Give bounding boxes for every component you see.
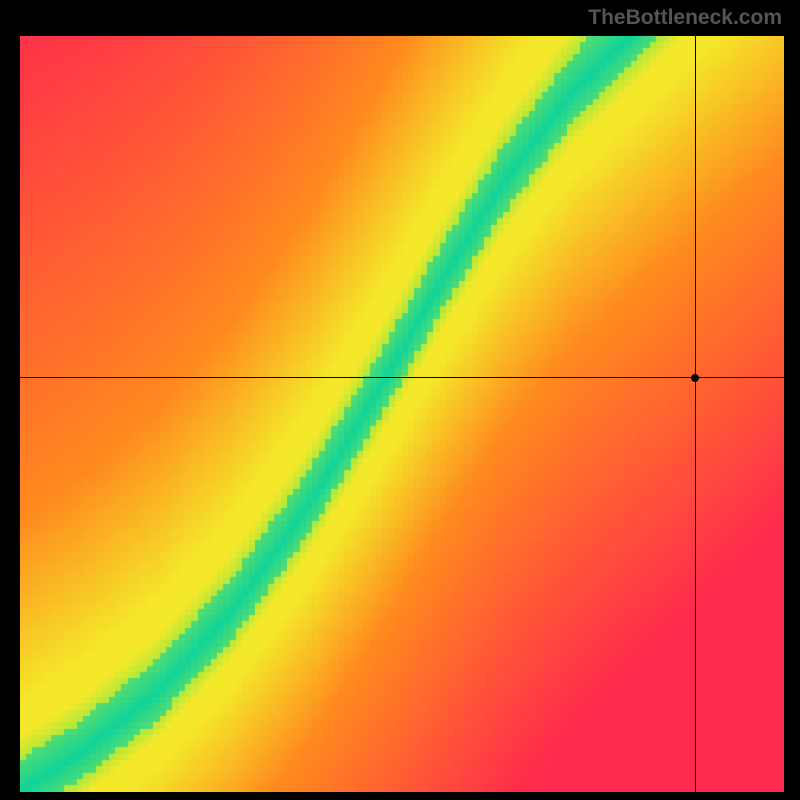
crosshair-dot — [691, 374, 699, 382]
watermark-text: TheBottleneck.com — [588, 6, 782, 30]
bottleneck-heatmap — [20, 36, 784, 792]
crosshair-vertical — [695, 36, 696, 792]
plot-area — [20, 36, 784, 792]
crosshair-horizontal — [20, 377, 784, 378]
chart-container: TheBottleneck.com — [0, 0, 800, 800]
